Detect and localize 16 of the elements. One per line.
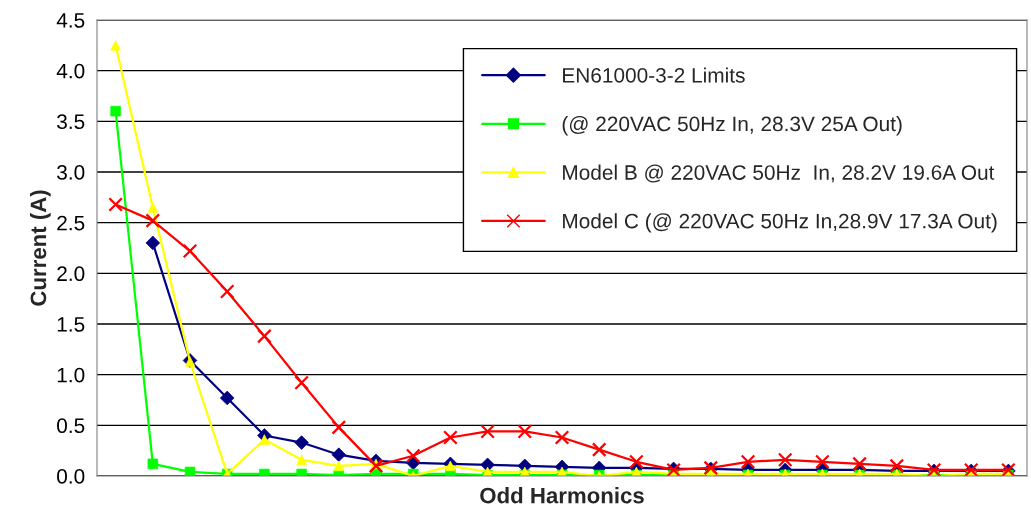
- y-tick-label: 4.5: [56, 13, 85, 28]
- y-tick-label: 3.5: [57, 114, 85, 130]
- y-tick-label: 0.0: [57, 469, 85, 484]
- x-axis-title: Odd Harmonics: [480, 487, 644, 504]
- legend-label: (@ 220VAC 50Hz In, 28.3V 25A Out): [562, 115, 902, 136]
- y-tick-label: 4.0: [56, 63, 85, 79]
- y-tick-label: 2.0: [57, 266, 85, 282]
- y-tick-label: 2.5: [57, 215, 85, 231]
- y-tick-label: 0.5: [57, 418, 85, 434]
- y-axis-title: Current (A): [29, 190, 51, 306]
- legend-label: Model B @ 220VAC 50Hz In, 28.2V 19.6A Out: [563, 164, 995, 183]
- y-tick-label: 1.5: [57, 317, 85, 332]
- legend-label: EN61000-3-2 Limits: [563, 67, 745, 83]
- y-tick-label: 1.0: [57, 367, 85, 383]
- legend-label: Model C (@ 220VAC 50Hz In,28.9V 17.3A Out): [563, 213, 997, 233]
- y-tick-label: 3.0: [57, 165, 85, 180]
